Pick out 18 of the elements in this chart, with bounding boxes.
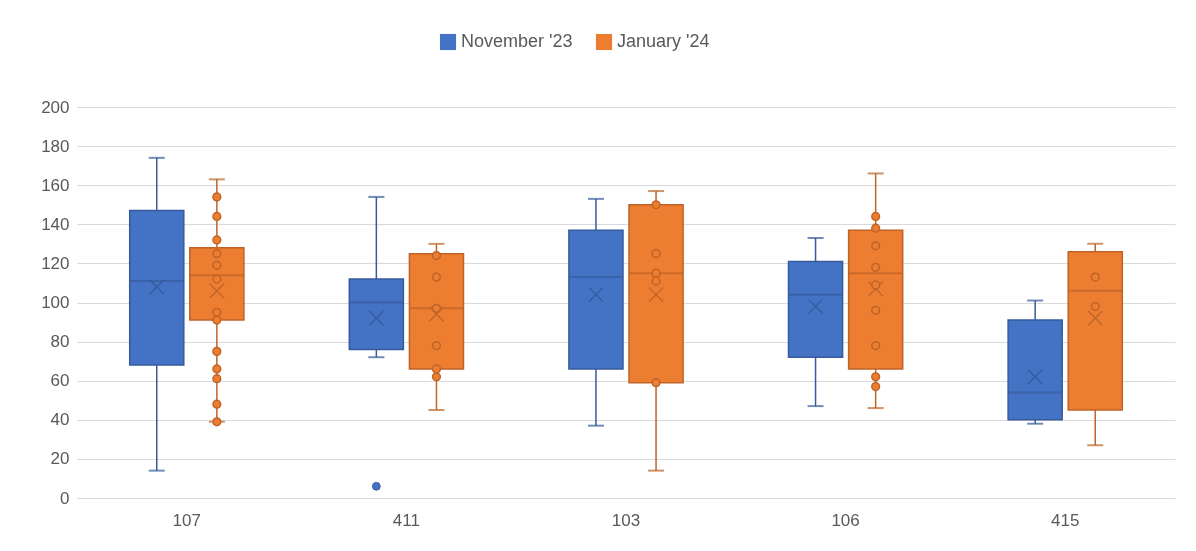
- y-tick-label: 0: [60, 488, 70, 508]
- legend-label: January '24: [617, 31, 710, 51]
- y-tick-label: 80: [50, 332, 70, 352]
- x-tick-label: 411: [392, 510, 420, 530]
- y-tick-label: 180: [41, 136, 70, 156]
- x-tick-label: 106: [831, 510, 860, 530]
- y-tick-label: 100: [41, 293, 70, 312]
- y-tick-label: 120: [41, 253, 70, 273]
- legend-label: November '23: [461, 31, 573, 51]
- y-tick-label: 40: [50, 410, 70, 430]
- y-tick-label: 160: [41, 175, 70, 195]
- y-tick-label: 20: [50, 449, 70, 469]
- y-tick-label: 60: [50, 371, 70, 391]
- x-tick-label: 103: [611, 510, 641, 530]
- x-tick-label: 107: [172, 510, 201, 530]
- x-tick-label: 415: [1051, 510, 1080, 530]
- y-tick-label: 200: [41, 97, 70, 117]
- y-tick-label: 140: [41, 214, 70, 234]
